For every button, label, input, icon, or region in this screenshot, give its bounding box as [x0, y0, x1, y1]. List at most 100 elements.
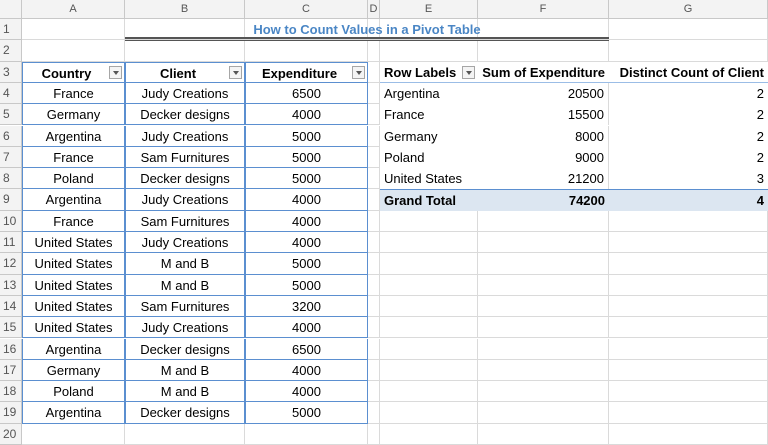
row-header[interactable]: 14 — [0, 295, 22, 318]
table-cell[interactable]: United States — [22, 253, 125, 275]
table-cell[interactable]: Decker designs — [125, 402, 245, 424]
pivot-cell[interactable]: 3 — [609, 168, 768, 190]
table-cell[interactable]: Decker designs — [125, 104, 245, 126]
table-cell[interactable]: United States — [22, 295, 125, 318]
column-header[interactable]: D — [368, 0, 380, 19]
column-header[interactable]: A — [22, 0, 125, 19]
filter-button[interactable] — [109, 65, 122, 79]
table-cell[interactable]: Judy Creations — [125, 82, 245, 105]
table-cell[interactable]: Sam Furnitures — [125, 295, 245, 318]
table-cell[interactable]: 5000 — [245, 402, 368, 424]
column-header[interactable]: G — [609, 0, 768, 19]
table-cell[interactable]: France — [22, 82, 125, 105]
row-header[interactable]: 3 — [0, 61, 22, 83]
table-cell[interactable]: United States — [22, 232, 125, 254]
pivot-cell[interactable]: 8000 — [478, 125, 609, 147]
table-cell[interactable]: 3200 — [245, 295, 368, 318]
table-cell[interactable]: Judy Creations — [125, 317, 245, 339]
table-cell[interactable]: 4000 — [245, 104, 368, 126]
table-cell[interactable]: 5000 — [245, 125, 368, 147]
column-header[interactable]: C — [245, 0, 368, 19]
table-header[interactable]: Expenditure — [245, 61, 368, 83]
table-cell[interactable]: Decker designs — [125, 338, 245, 360]
table-cell[interactable]: M and B — [125, 274, 245, 296]
table-cell[interactable]: Argentina — [22, 125, 125, 147]
row-header[interactable]: 10 — [0, 210, 22, 232]
filter-button[interactable] — [352, 65, 365, 79]
table-cell[interactable]: Judy Creations — [125, 232, 245, 254]
row-header[interactable]: 1 — [0, 19, 22, 41]
table-cell[interactable]: 4000 — [245, 317, 368, 339]
table-cell[interactable]: Argentina — [22, 189, 125, 211]
filter-button[interactable] — [229, 65, 242, 79]
table-cell[interactable]: 4000 — [245, 210, 368, 232]
pivot-grand-total[interactable]: Grand Total — [380, 189, 478, 211]
table-cell[interactable]: 5000 — [245, 168, 368, 190]
column-header[interactable]: B — [125, 0, 245, 19]
table-cell[interactable]: 4000 — [245, 232, 368, 254]
pivot-cell[interactable]: 2 — [609, 146, 768, 169]
table-cell[interactable]: 5000 — [245, 274, 368, 296]
pivot-cell[interactable]: 2 — [609, 82, 768, 105]
pivot-grand-total[interactable]: 74200 — [478, 189, 609, 211]
filter-button[interactable] — [462, 65, 475, 79]
table-cell[interactable]: Argentina — [22, 338, 125, 360]
table-cell[interactable]: 4000 — [245, 189, 368, 211]
table-cell[interactable]: Decker designs — [125, 168, 245, 190]
pivot-cell[interactable]: United States — [380, 168, 478, 190]
table-cell[interactable]: Judy Creations — [125, 189, 245, 211]
table-cell[interactable]: 4000 — [245, 381, 368, 403]
column-header[interactable]: F — [478, 0, 609, 19]
pivot-header[interactable]: Sum of Expenditure — [478, 61, 609, 83]
pivot-cell[interactable]: Germany — [380, 125, 478, 147]
table-cell[interactable]: Judy Creations — [125, 125, 245, 147]
row-header[interactable]: 9 — [0, 189, 22, 211]
row-header[interactable]: 2 — [0, 40, 22, 62]
pivot-cell[interactable]: 21200 — [478, 168, 609, 190]
table-cell[interactable]: M and B — [125, 253, 245, 275]
table-cell[interactable]: United States — [22, 274, 125, 296]
row-header[interactable]: 20 — [0, 423, 22, 445]
table-cell[interactable]: United States — [22, 317, 125, 339]
table-cell[interactable]: 5000 — [245, 146, 368, 169]
row-header[interactable]: 16 — [0, 338, 22, 360]
table-cell[interactable]: Germany — [22, 104, 125, 126]
pivot-cell[interactable]: 20500 — [478, 82, 609, 105]
table-cell[interactable]: M and B — [125, 381, 245, 403]
row-header[interactable]: 15 — [0, 317, 22, 339]
table-cell[interactable]: Poland — [22, 381, 125, 403]
table-cell[interactable]: Sam Furnitures — [125, 146, 245, 169]
pivot-cell[interactable]: Poland — [380, 146, 478, 169]
pivot-cell[interactable]: France — [380, 104, 478, 126]
table-cell[interactable]: 4000 — [245, 359, 368, 382]
table-cell[interactable]: M and B — [125, 359, 245, 382]
pivot-cell[interactable]: 15500 — [478, 104, 609, 126]
row-header[interactable]: 19 — [0, 402, 22, 424]
table-cell[interactable]: 6500 — [245, 338, 368, 360]
table-cell[interactable]: 5000 — [245, 253, 368, 275]
row-header[interactable]: 13 — [0, 274, 22, 296]
table-header[interactable]: Client — [125, 61, 245, 83]
row-header[interactable]: 11 — [0, 232, 22, 254]
pivot-cell[interactable]: 2 — [609, 104, 768, 126]
row-header[interactable]: 6 — [0, 125, 22, 147]
table-cell[interactable]: France — [22, 146, 125, 169]
table-cell[interactable]: Germany — [22, 359, 125, 382]
row-header[interactable]: 18 — [0, 381, 22, 403]
table-header[interactable]: Country — [22, 61, 125, 83]
row-header[interactable]: 8 — [0, 168, 22, 190]
table-cell[interactable]: France — [22, 210, 125, 232]
pivot-header[interactable]: Distinct Count of Client — [609, 61, 768, 83]
row-header[interactable]: 7 — [0, 146, 22, 169]
table-cell[interactable]: 6500 — [245, 82, 368, 105]
pivot-grand-total[interactable]: 4 — [609, 189, 768, 211]
row-header[interactable]: 17 — [0, 359, 22, 382]
pivot-cell[interactable]: 9000 — [478, 146, 609, 169]
pivot-header[interactable]: Row Labels — [380, 61, 478, 83]
table-cell[interactable]: Poland — [22, 168, 125, 190]
row-header[interactable]: 5 — [0, 104, 22, 126]
pivot-cell[interactable]: Argentina — [380, 82, 478, 105]
row-header[interactable]: 4 — [0, 82, 22, 105]
row-header[interactable]: 12 — [0, 253, 22, 275]
table-cell[interactable]: Sam Furnitures — [125, 210, 245, 232]
